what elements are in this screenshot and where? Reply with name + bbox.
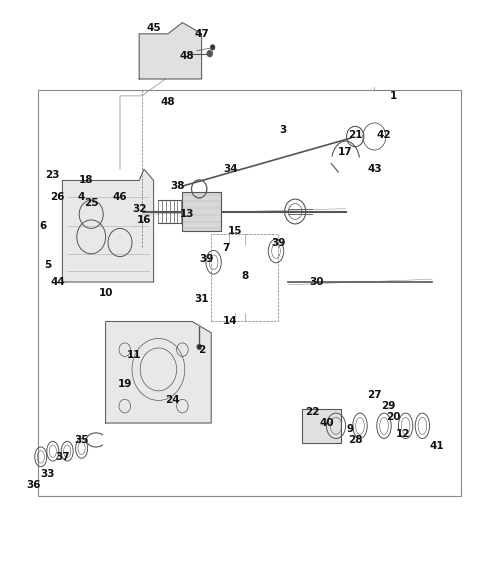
- Text: 30: 30: [310, 277, 324, 287]
- Text: 48: 48: [161, 96, 175, 107]
- Text: 40: 40: [319, 418, 334, 428]
- Circle shape: [207, 50, 213, 57]
- Text: 7: 7: [222, 243, 229, 253]
- Text: 34: 34: [223, 164, 238, 174]
- Text: 37: 37: [55, 452, 70, 462]
- Text: 23: 23: [46, 170, 60, 180]
- Text: 27: 27: [367, 390, 382, 400]
- Text: 45: 45: [146, 23, 161, 33]
- Text: 24: 24: [166, 395, 180, 406]
- Text: 10: 10: [98, 288, 113, 298]
- Text: 4: 4: [78, 192, 85, 202]
- Text: 12: 12: [396, 429, 410, 439]
- Text: 25: 25: [84, 198, 98, 208]
- Circle shape: [197, 344, 202, 350]
- Text: 33: 33: [41, 469, 55, 479]
- Text: 14: 14: [223, 316, 238, 327]
- Text: 28: 28: [348, 435, 362, 445]
- Text: 29: 29: [382, 401, 396, 411]
- Text: 15: 15: [228, 226, 242, 236]
- Text: 44: 44: [50, 277, 65, 287]
- Text: 26: 26: [50, 192, 65, 202]
- Text: 21: 21: [348, 130, 362, 140]
- Bar: [182, 192, 221, 231]
- Text: 46: 46: [113, 192, 127, 202]
- Text: 18: 18: [79, 175, 94, 186]
- Bar: [38, 90, 461, 496]
- Text: 42: 42: [377, 130, 391, 140]
- Text: 20: 20: [386, 412, 401, 422]
- Text: 6: 6: [39, 221, 47, 231]
- Text: 16: 16: [137, 215, 151, 225]
- Text: 39: 39: [199, 254, 214, 265]
- Text: 39: 39: [271, 237, 286, 248]
- Text: 17: 17: [338, 147, 353, 157]
- Bar: [302, 409, 341, 443]
- Text: 41: 41: [430, 440, 444, 451]
- Text: 32: 32: [132, 204, 146, 214]
- Text: 22: 22: [305, 407, 319, 417]
- Polygon shape: [139, 23, 202, 79]
- Text: 13: 13: [180, 209, 194, 219]
- Text: 47: 47: [194, 29, 209, 39]
- Text: 3: 3: [279, 125, 287, 135]
- Polygon shape: [62, 169, 154, 282]
- Text: 43: 43: [367, 164, 382, 174]
- Text: 1: 1: [390, 91, 397, 101]
- Text: 38: 38: [170, 181, 185, 191]
- Circle shape: [210, 45, 215, 50]
- Text: 8: 8: [241, 271, 249, 281]
- Text: 9: 9: [347, 424, 354, 434]
- Polygon shape: [106, 321, 211, 423]
- Bar: [211, 234, 278, 321]
- Text: 35: 35: [74, 435, 89, 445]
- Text: 2: 2: [198, 345, 205, 355]
- Text: 19: 19: [118, 378, 132, 389]
- Text: 48: 48: [180, 51, 194, 61]
- Text: 11: 11: [127, 350, 142, 360]
- Text: 36: 36: [26, 480, 41, 490]
- Text: 5: 5: [44, 260, 52, 270]
- Text: 31: 31: [194, 294, 209, 304]
